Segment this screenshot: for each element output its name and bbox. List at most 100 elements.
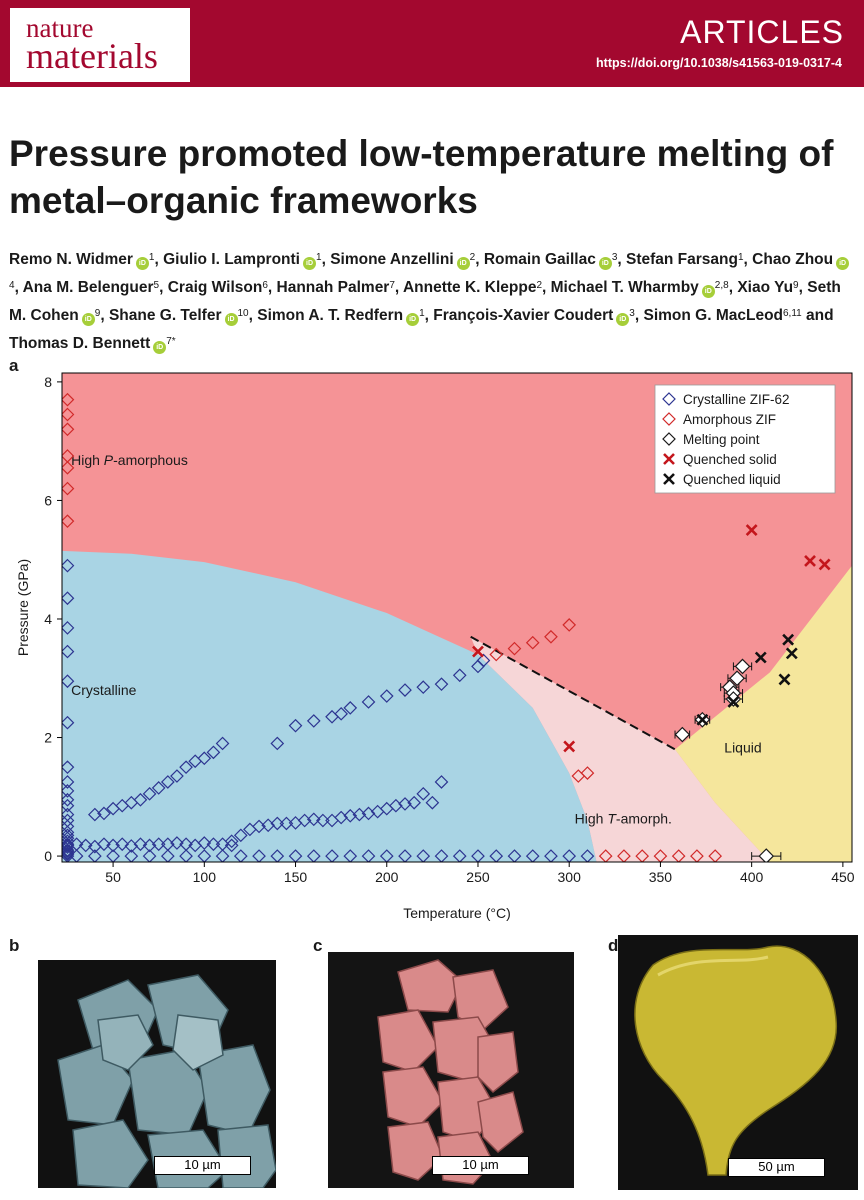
data-point-amorphous-zif bbox=[62, 392, 75, 407]
data-point-crystalline-zif-62 bbox=[62, 644, 75, 659]
panel-label-b: b bbox=[9, 936, 20, 955]
orcid-icon[interactable]: iD bbox=[135, 257, 149, 270]
x-tick-label: 100 bbox=[193, 869, 217, 885]
data-point-crystalline-zif-62 bbox=[160, 775, 175, 789]
author-name[interactable]: Seth M. Cohen bbox=[9, 279, 841, 324]
orcid-icon[interactable]: iD bbox=[701, 285, 715, 298]
region-label: High T-amorph. bbox=[575, 810, 672, 826]
y-axis-label: Pressure (GPa) bbox=[15, 559, 31, 656]
region-label: Liquid bbox=[724, 739, 761, 755]
affiliation-superscript: 1 bbox=[737, 252, 744, 263]
author-name[interactable]: Xiao Yu bbox=[737, 279, 794, 296]
data-point-crystalline-zif-62 bbox=[62, 784, 75, 798]
legend-entry: Quenched liquid bbox=[683, 472, 781, 487]
orcid-icon[interactable]: iD bbox=[836, 257, 850, 270]
x-stroke bbox=[472, 645, 484, 658]
orcid-icon[interactable]: iD bbox=[616, 313, 630, 326]
data-point-quenched-solid bbox=[745, 524, 758, 536]
data-point-crystalline-zif-62 bbox=[580, 849, 595, 862]
y-tick-label: 8 bbox=[44, 374, 52, 390]
author-name[interactable]: Chao Zhou bbox=[752, 251, 834, 268]
data-point-crystalline-zif-62 bbox=[288, 718, 303, 733]
data-point-crystalline-zif-62 bbox=[106, 849, 120, 862]
x-stroke bbox=[782, 633, 795, 646]
data-point-crystalline-zif-62 bbox=[434, 775, 449, 789]
data-point-crystalline-zif-62 bbox=[288, 849, 303, 862]
author-name[interactable]: François-Xavier Coudert bbox=[433, 307, 614, 324]
data-point-crystalline-zif-62 bbox=[544, 849, 558, 862]
data-point-amorphous-zif bbox=[562, 618, 577, 632]
data-point-crystalline-zif-62 bbox=[62, 760, 75, 775]
melted-droplet-image-d bbox=[634, 945, 838, 1176]
data-point-amorphous-zif bbox=[62, 481, 75, 496]
journal-header: nature materials ARTICLES https://doi.or… bbox=[0, 0, 864, 87]
author-name[interactable]: Annette K. Kleppe bbox=[402, 279, 537, 296]
author-name[interactable]: Simon G. MacLeod bbox=[643, 307, 783, 324]
data-point-crystalline-zif-62 bbox=[124, 849, 139, 862]
data-point-crystalline-zif-62 bbox=[270, 849, 285, 862]
author-name[interactable]: Michael T. Wharmby bbox=[550, 279, 699, 296]
data-point-crystalline-zif-62 bbox=[343, 849, 358, 862]
affiliation-superscript: 3 bbox=[629, 308, 635, 319]
author-name[interactable]: Remo N. Widmer bbox=[9, 251, 133, 268]
affiliation-superscript: 6 bbox=[262, 280, 268, 291]
data-point-amorphous-zif bbox=[525, 635, 540, 650]
author-name[interactable]: Simone Anzellini bbox=[330, 251, 454, 268]
affiliation-superscript: 10 bbox=[237, 308, 249, 319]
author-name[interactable]: Romain Gaillac bbox=[483, 251, 596, 268]
author-name[interactable]: Simon A. T. Redfern bbox=[257, 307, 404, 324]
data-point-amorphous-zif bbox=[507, 641, 522, 656]
author-name[interactable]: Hannah Palmer bbox=[276, 279, 390, 296]
data-point-crystalline-zif-62 bbox=[306, 714, 321, 728]
doi-link[interactable]: https://doi.org/10.1038/s41563-019-0317-… bbox=[596, 56, 842, 70]
data-point-crystalline-zif-62 bbox=[434, 849, 449, 862]
data-point-crystalline-zif-62 bbox=[62, 621, 75, 635]
data-point-quenched-solid bbox=[472, 645, 484, 658]
data-point-crystalline-zif-62 bbox=[197, 849, 212, 862]
orcid-icon[interactable]: iD bbox=[81, 313, 95, 326]
legend-entry: Crystalline ZIF-62 bbox=[683, 392, 790, 407]
micrograph-d: 50 µm bbox=[618, 935, 858, 1190]
data-point-amorphous-zif bbox=[671, 849, 686, 862]
x-stroke bbox=[745, 524, 758, 536]
legend-entry: Amorphous ZIF bbox=[683, 412, 776, 427]
author-name[interactable]: Giulio I. Lampronti bbox=[163, 251, 300, 268]
orcid-icon[interactable]: iD bbox=[598, 257, 612, 270]
author-name[interactable]: Ana M. Belenguer bbox=[22, 279, 154, 296]
author-name[interactable]: Stefan Farsang bbox=[626, 251, 738, 268]
orcid-icon[interactable]: iD bbox=[303, 257, 316, 270]
data-point-amorphous-zif bbox=[635, 849, 650, 862]
author-name[interactable]: Thomas D. Bennett bbox=[9, 335, 151, 352]
journal-logo[interactable]: nature materials bbox=[10, 8, 190, 82]
data-point-crystalline-zif-62 bbox=[62, 847, 75, 862]
orcid-icon[interactable]: iD bbox=[153, 341, 167, 354]
data-point-crystalline-zif-62 bbox=[416, 786, 431, 801]
orcid-icon[interactable]: iD bbox=[406, 313, 420, 326]
x-stroke bbox=[563, 740, 576, 753]
orcid-icon[interactable]: iD bbox=[456, 257, 470, 270]
region-crystalline bbox=[62, 550, 597, 862]
data-point-crystalline-zif-62 bbox=[334, 706, 348, 721]
legend-entry: Quenched solid bbox=[683, 452, 777, 467]
data-point-crystalline-zif-62 bbox=[62, 715, 75, 730]
data-point-crystalline-zif-62 bbox=[361, 695, 376, 709]
author-name[interactable]: Craig Wilson bbox=[167, 279, 263, 296]
data-point-crystalline-zif-62 bbox=[398, 849, 412, 862]
x-stroke bbox=[754, 651, 767, 664]
data-point-crystalline-zif-62 bbox=[476, 653, 491, 668]
data-point-quenched-liquid bbox=[727, 696, 740, 708]
author-name[interactable]: Shane G. Telfer bbox=[108, 307, 222, 324]
x-tick-label: 250 bbox=[466, 869, 490, 885]
data-point-crystalline-zif-62 bbox=[306, 812, 321, 827]
data-point-crystalline-zif-62 bbox=[379, 689, 394, 703]
crystal-cluster-image-c bbox=[377, 959, 524, 1185]
data-point-melting-point bbox=[734, 658, 751, 675]
data-point-crystalline-zif-62 bbox=[62, 674, 75, 689]
article-title: Pressure promoted low-temperature meltin… bbox=[9, 133, 834, 221]
data-point-melting-point bbox=[758, 848, 775, 862]
data-point-crystalline-zif-62 bbox=[233, 828, 248, 843]
legend-entry: Melting point bbox=[683, 432, 760, 447]
data-point-amorphous-zif bbox=[544, 629, 558, 644]
data-point-crystalline-zif-62 bbox=[416, 680, 431, 694]
orcid-icon[interactable]: iD bbox=[224, 313, 238, 326]
